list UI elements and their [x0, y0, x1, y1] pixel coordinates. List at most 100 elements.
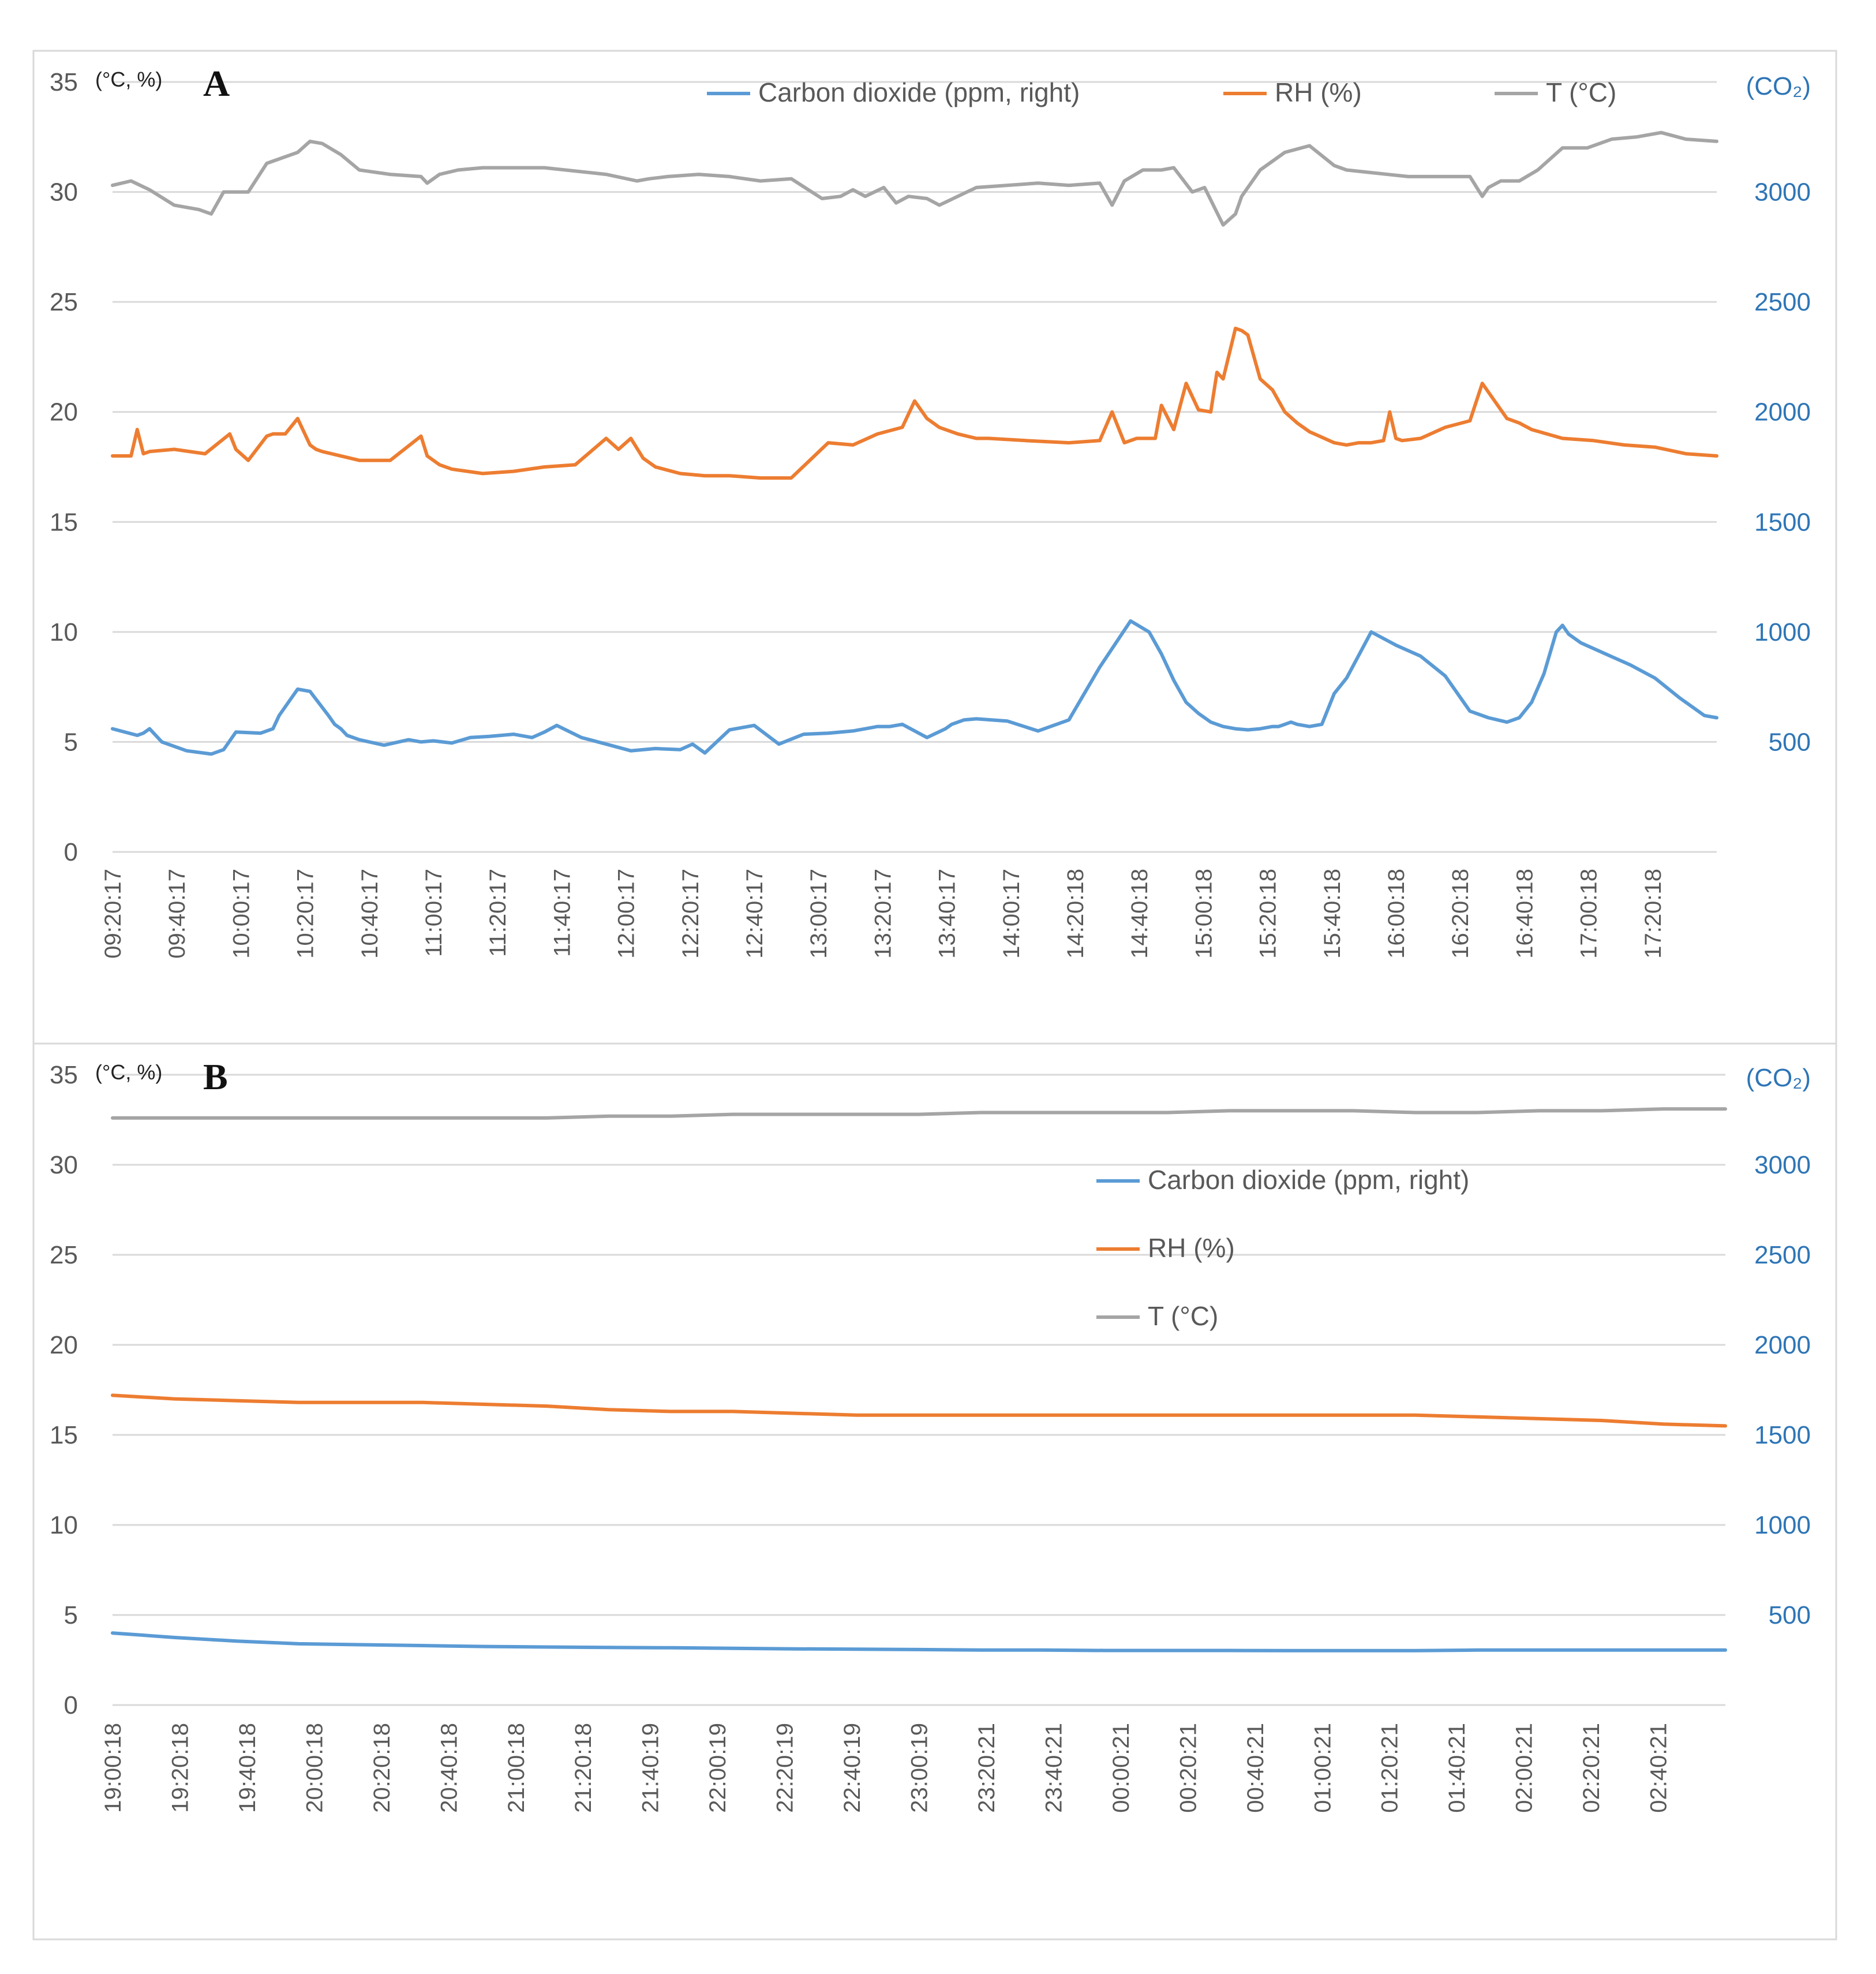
x-axis-tick-label: 19:00:18 — [100, 1723, 126, 1813]
legend-label-t: T (°C) — [1148, 1301, 1218, 1331]
series-line-co2 — [111, 619, 1718, 756]
right-axis-tick-label: 2500 — [1754, 288, 1811, 316]
x-axis-tick-label: 23:00:19 — [907, 1723, 933, 1813]
legend-label-t: T (°C) — [1546, 77, 1616, 107]
x-axis-tick-label: 22:20:19 — [773, 1723, 798, 1813]
left-axis-tick-label: 20 — [50, 398, 78, 427]
series-line-t — [111, 130, 1718, 227]
chart-frame — [32, 1042, 1837, 1941]
x-axis-tick-label: 00:20:21 — [1175, 1723, 1201, 1813]
x-axis-tick-label: 15:00:18 — [1191, 869, 1216, 959]
right-axis-tick-label: 500 — [1769, 1601, 1811, 1629]
x-axis-tick-label: 02:40:21 — [1646, 1723, 1672, 1813]
x-axis-tick-label: 19:40:18 — [235, 1723, 260, 1813]
x-axis-tick-label: 01:40:21 — [1444, 1723, 1470, 1813]
x-axis-tick-label: 15:20:18 — [1256, 869, 1281, 959]
left-axis-tick-label: 30 — [50, 178, 78, 207]
x-axis-tick-label: 00:00:21 — [1109, 1723, 1134, 1813]
panel-letter: B — [203, 1056, 228, 1097]
x-axis-tick-label: 15:40:18 — [1320, 869, 1345, 959]
right-axis-tick-label: 2500 — [1754, 1241, 1811, 1269]
x-axis-tick-label: 21:00:18 — [504, 1723, 529, 1813]
x-axis-tick-label: 12:00:17 — [614, 869, 639, 959]
legend-label-rh: RH (%) — [1275, 77, 1362, 107]
left-axis-tick-label: 15 — [50, 508, 78, 536]
x-axis-tick-label: 17:00:18 — [1577, 869, 1602, 959]
left-axis-unit-label: (°C, %) — [95, 68, 162, 91]
x-axis-tick-label: 09:20:17 — [100, 869, 126, 959]
x-axis-tick-label: 12:40:17 — [742, 869, 767, 959]
right-axis-tick-label: 1000 — [1754, 1511, 1811, 1539]
x-axis-tick-label: 13:20:17 — [870, 869, 896, 959]
x-axis-tick-label: 14:40:18 — [1127, 869, 1152, 959]
panel-letter: A — [203, 63, 230, 104]
left-axis-tick-label: 35 — [50, 1061, 78, 1089]
x-axis-tick-label: 16:20:18 — [1448, 869, 1473, 959]
left-axis-tick-label: 25 — [50, 288, 78, 316]
legend-label-co2: Carbon dioxide (ppm, right) — [758, 77, 1080, 107]
chart-panel-a: 0 5 10 15 20 25 30 35 500 1000 1500 2000 2500 3000 (°C… — [32, 50, 1837, 1045]
left-axis-tick-label: 30 — [50, 1151, 78, 1179]
left-axis-tick-label: 20 — [50, 1331, 78, 1359]
left-axis-tick-label: 5 — [64, 728, 78, 756]
x-axis-tick-label: 14:00:17 — [999, 869, 1024, 959]
x-axis-tick-label: 01:00:21 — [1310, 1723, 1335, 1813]
left-axis-tick-label: 0 — [64, 1691, 78, 1719]
left-axis-tick-label: 25 — [50, 1241, 78, 1269]
x-axis-tick-label: 02:00:21 — [1512, 1723, 1537, 1813]
x-axis-tick-label: 14:20:18 — [1063, 869, 1088, 959]
chart-frame — [32, 50, 1837, 1045]
x-axis-tick-label: 22:40:19 — [840, 1723, 865, 1813]
x-axis-tick-label: 23:20:21 — [974, 1723, 999, 1813]
right-axis-tick-label: 2000 — [1754, 1331, 1811, 1359]
left-axis-tick-label: 10 — [50, 1511, 78, 1539]
x-axis-tick-label: 20:40:18 — [436, 1723, 462, 1813]
x-axis-tick-label: 10:40:17 — [357, 869, 383, 959]
right-axis-tick-label: 500 — [1769, 728, 1811, 756]
right-axis-tick-label: 2000 — [1754, 398, 1811, 427]
x-axis-tick-label: 21:40:19 — [638, 1723, 664, 1813]
legend-label-rh: RH (%) — [1148, 1233, 1235, 1263]
x-axis-tick-label: 02:20:21 — [1579, 1723, 1604, 1813]
left-axis-tick-label: 10 — [50, 618, 78, 646]
series-line-t — [111, 1107, 1727, 1120]
left-axis-tick-label: 35 — [50, 68, 78, 96]
x-axis-tick-label: 11:40:17 — [549, 869, 575, 957]
series-line-rh — [111, 1393, 1727, 1428]
right-axis-unit-label: (CO₂) — [1746, 72, 1811, 100]
x-axis-tick-label: 01:20:21 — [1377, 1723, 1403, 1813]
x-axis-tick-label: 13:00:17 — [806, 869, 832, 959]
x-axis-tick-label: 12:20:17 — [678, 869, 703, 959]
left-axis-tick-label: 15 — [50, 1421, 78, 1449]
right-axis-tick-label: 1000 — [1754, 618, 1811, 646]
right-axis-tick-label: 3000 — [1754, 1151, 1811, 1179]
x-axis-tick-label: 20:20:18 — [369, 1723, 395, 1813]
right-axis-tick-label: 1500 — [1754, 508, 1811, 536]
legend-label-co2: Carbon dioxide (ppm, right) — [1148, 1165, 1469, 1195]
left-axis-unit-label: (°C, %) — [95, 1060, 162, 1084]
right-axis-tick-label: 1500 — [1754, 1421, 1811, 1449]
left-axis-tick-label: 5 — [64, 1601, 78, 1629]
x-axis-tick-label: 09:40:17 — [164, 869, 190, 959]
x-axis-tick-label: 16:00:18 — [1384, 869, 1409, 959]
x-axis-tick-label: 00:40:21 — [1243, 1723, 1268, 1813]
x-axis-tick-label: 22:00:19 — [705, 1723, 731, 1813]
x-axis-tick-label: 19:20:18 — [167, 1723, 193, 1813]
chart-panel-b: 0 5 10 15 20 25 30 35 500 1000 1500 2000 2500 3000 (°C… — [32, 1042, 1837, 1941]
x-axis-tick-label: 20:00:18 — [302, 1723, 327, 1813]
left-axis-tick-label: 0 — [64, 838, 78, 866]
x-axis-tick-label: 16:40:18 — [1512, 869, 1537, 959]
x-axis-tick-label: 23:40:21 — [1041, 1723, 1066, 1813]
x-axis-tick-label: 21:20:18 — [571, 1723, 596, 1813]
right-axis-tick-label: 3000 — [1754, 178, 1811, 207]
x-axis-tick-label: 13:40:17 — [935, 869, 960, 959]
x-axis-tick-label: 11:00:17 — [421, 869, 447, 957]
x-axis-tick-label: 10:20:17 — [293, 869, 319, 959]
x-axis-tick-label: 17:20:18 — [1641, 869, 1666, 959]
x-axis-tick-label: 10:00:17 — [229, 869, 254, 959]
right-axis-unit-label: (CO₂) — [1746, 1064, 1811, 1092]
series-line-rh — [111, 326, 1718, 480]
series-line-co2 — [111, 1631, 1727, 1653]
x-axis-tick-label: 11:20:17 — [485, 869, 511, 957]
